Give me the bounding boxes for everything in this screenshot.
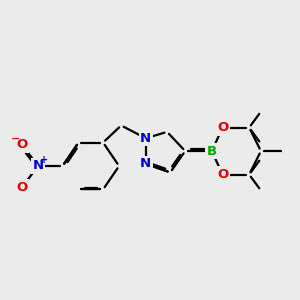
Text: N: N [140,132,151,145]
Text: O: O [16,138,28,151]
Text: N: N [32,160,44,172]
Text: −: − [11,134,20,144]
Text: O: O [217,121,228,134]
Text: B: B [207,145,217,158]
Text: +: + [40,155,48,165]
Text: O: O [217,168,228,181]
Text: O: O [16,181,28,194]
Text: N: N [140,158,151,170]
